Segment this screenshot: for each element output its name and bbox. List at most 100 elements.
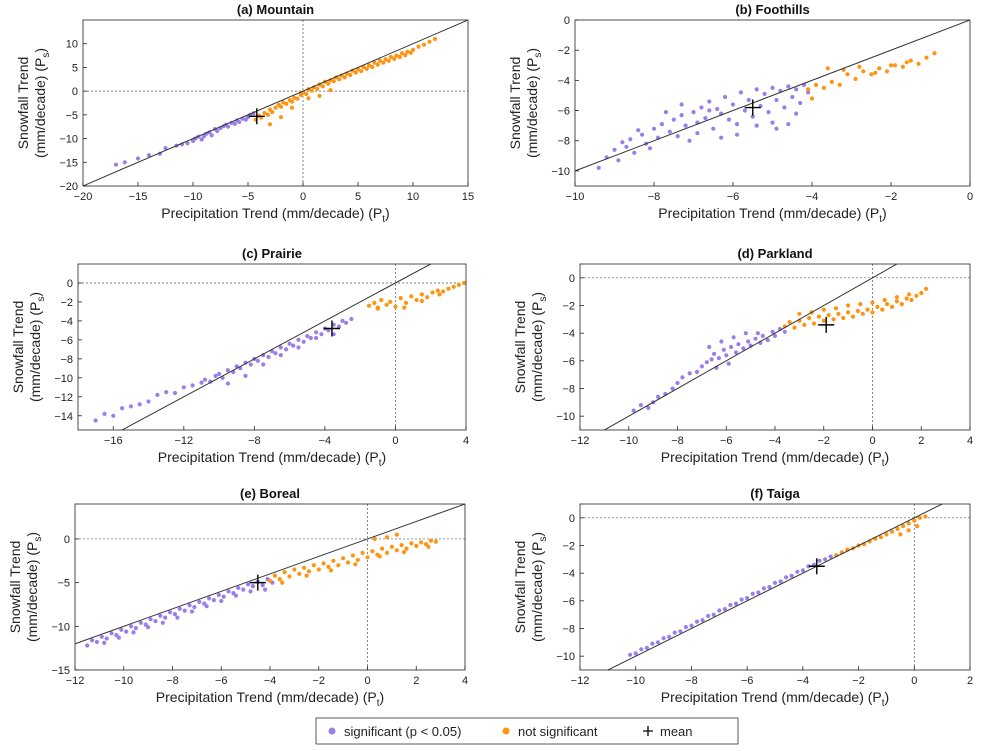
data-point [724,353,729,358]
mean-marker [744,99,761,116]
legend-marker-mean [643,726,653,736]
data-point [289,105,295,110]
data-point [728,602,733,608]
data-point [792,325,797,330]
axes-box [77,263,467,431]
legend-item-mean: mean [643,724,693,739]
data-point [393,304,398,309]
y-axis-label-line1: Snowfall Trend [7,541,23,634]
data-point [687,371,692,376]
legend-label: mean [660,724,693,739]
data-point [878,535,884,540]
data-point [731,335,736,340]
data-point [882,297,887,303]
x-tick-label: −2 [817,435,830,447]
data-point [741,346,746,351]
data-point [250,584,255,589]
data-point [163,615,168,620]
data-point [894,295,900,300]
legend-box [315,717,739,745]
data-point [919,290,924,296]
data-point [823,557,828,562]
x-tick-label: 0 [967,191,973,203]
data-point [774,97,779,103]
legend-marker-not-significant [502,727,510,735]
data-point [384,535,390,540]
data-point [745,596,750,601]
data-point [633,651,638,656]
data-point [712,351,717,356]
x-tick-label: 15 [462,191,474,203]
x-axis-label-end: ) [385,205,390,221]
data-point [742,108,748,113]
data-point [869,72,874,77]
data-point [738,90,744,95]
data-point [845,72,850,77]
y-tick-label: −20 [59,181,78,193]
plot-area [580,504,970,670]
x-tick-label: −10 [114,675,133,687]
series-significant [85,577,275,648]
data-point [260,583,265,588]
x-tick-label: −4 [319,435,332,447]
data-point [631,408,636,413]
data-point [419,292,424,297]
y-axis-label-main: (mm/decade) (P [32,58,48,158]
y-tick-label: −8 [562,384,575,396]
data-point [755,331,761,336]
data-point [766,110,771,115]
data-point [695,131,700,136]
data-point [750,591,755,597]
y-tick-label: −10 [54,373,73,385]
data-point [192,605,197,610]
x-axis-label: Precipitation Trend (mm/decade) (Pt) [658,205,886,225]
data-point [163,146,168,151]
data-point [786,84,791,89]
x-tick-label: −10 [184,191,203,203]
y-tick-label: −4 [562,328,575,340]
data-point [211,598,216,603]
data-point [699,105,704,110]
plot-area [575,20,970,172]
data-point [386,58,391,63]
y-tick-label: −14 [54,411,73,423]
data-point [754,123,759,128]
data-point [133,626,138,631]
y-tick-label: −15 [59,157,78,169]
data-point [124,629,129,634]
data-point [113,162,119,167]
data-point [375,62,380,67]
data-point [719,339,724,344]
data-point [889,304,895,309]
data-point [394,53,399,58]
data-point [865,307,870,312]
data-point [317,93,322,98]
series-significant [93,316,354,423]
y-axis-label-main: (mm/decade) (P [529,302,545,402]
data-point [790,94,795,100]
x-tick-label: −4 [806,191,819,203]
mean-marker [248,108,265,125]
data-point [428,538,433,543]
x-tick-label: −8 [671,435,684,447]
data-point [226,589,231,594]
y-tick-label: −6 [557,106,570,118]
data-point [122,160,127,165]
data-point [638,403,644,408]
data-point [726,117,732,122]
chart-title: (b) Foothills [735,2,809,17]
data-point [164,390,169,395]
data-point [875,304,880,309]
data-point [889,529,895,534]
data-point [315,86,320,91]
data-point [761,586,767,591]
data-point [813,82,819,87]
data-point [372,60,377,65]
data-point [93,418,98,423]
data-point [416,44,421,49]
series-significant [628,554,833,657]
data-point [659,122,665,127]
data-point [414,297,419,303]
data-point [782,105,787,110]
y-tick-label: 10 [66,39,78,51]
